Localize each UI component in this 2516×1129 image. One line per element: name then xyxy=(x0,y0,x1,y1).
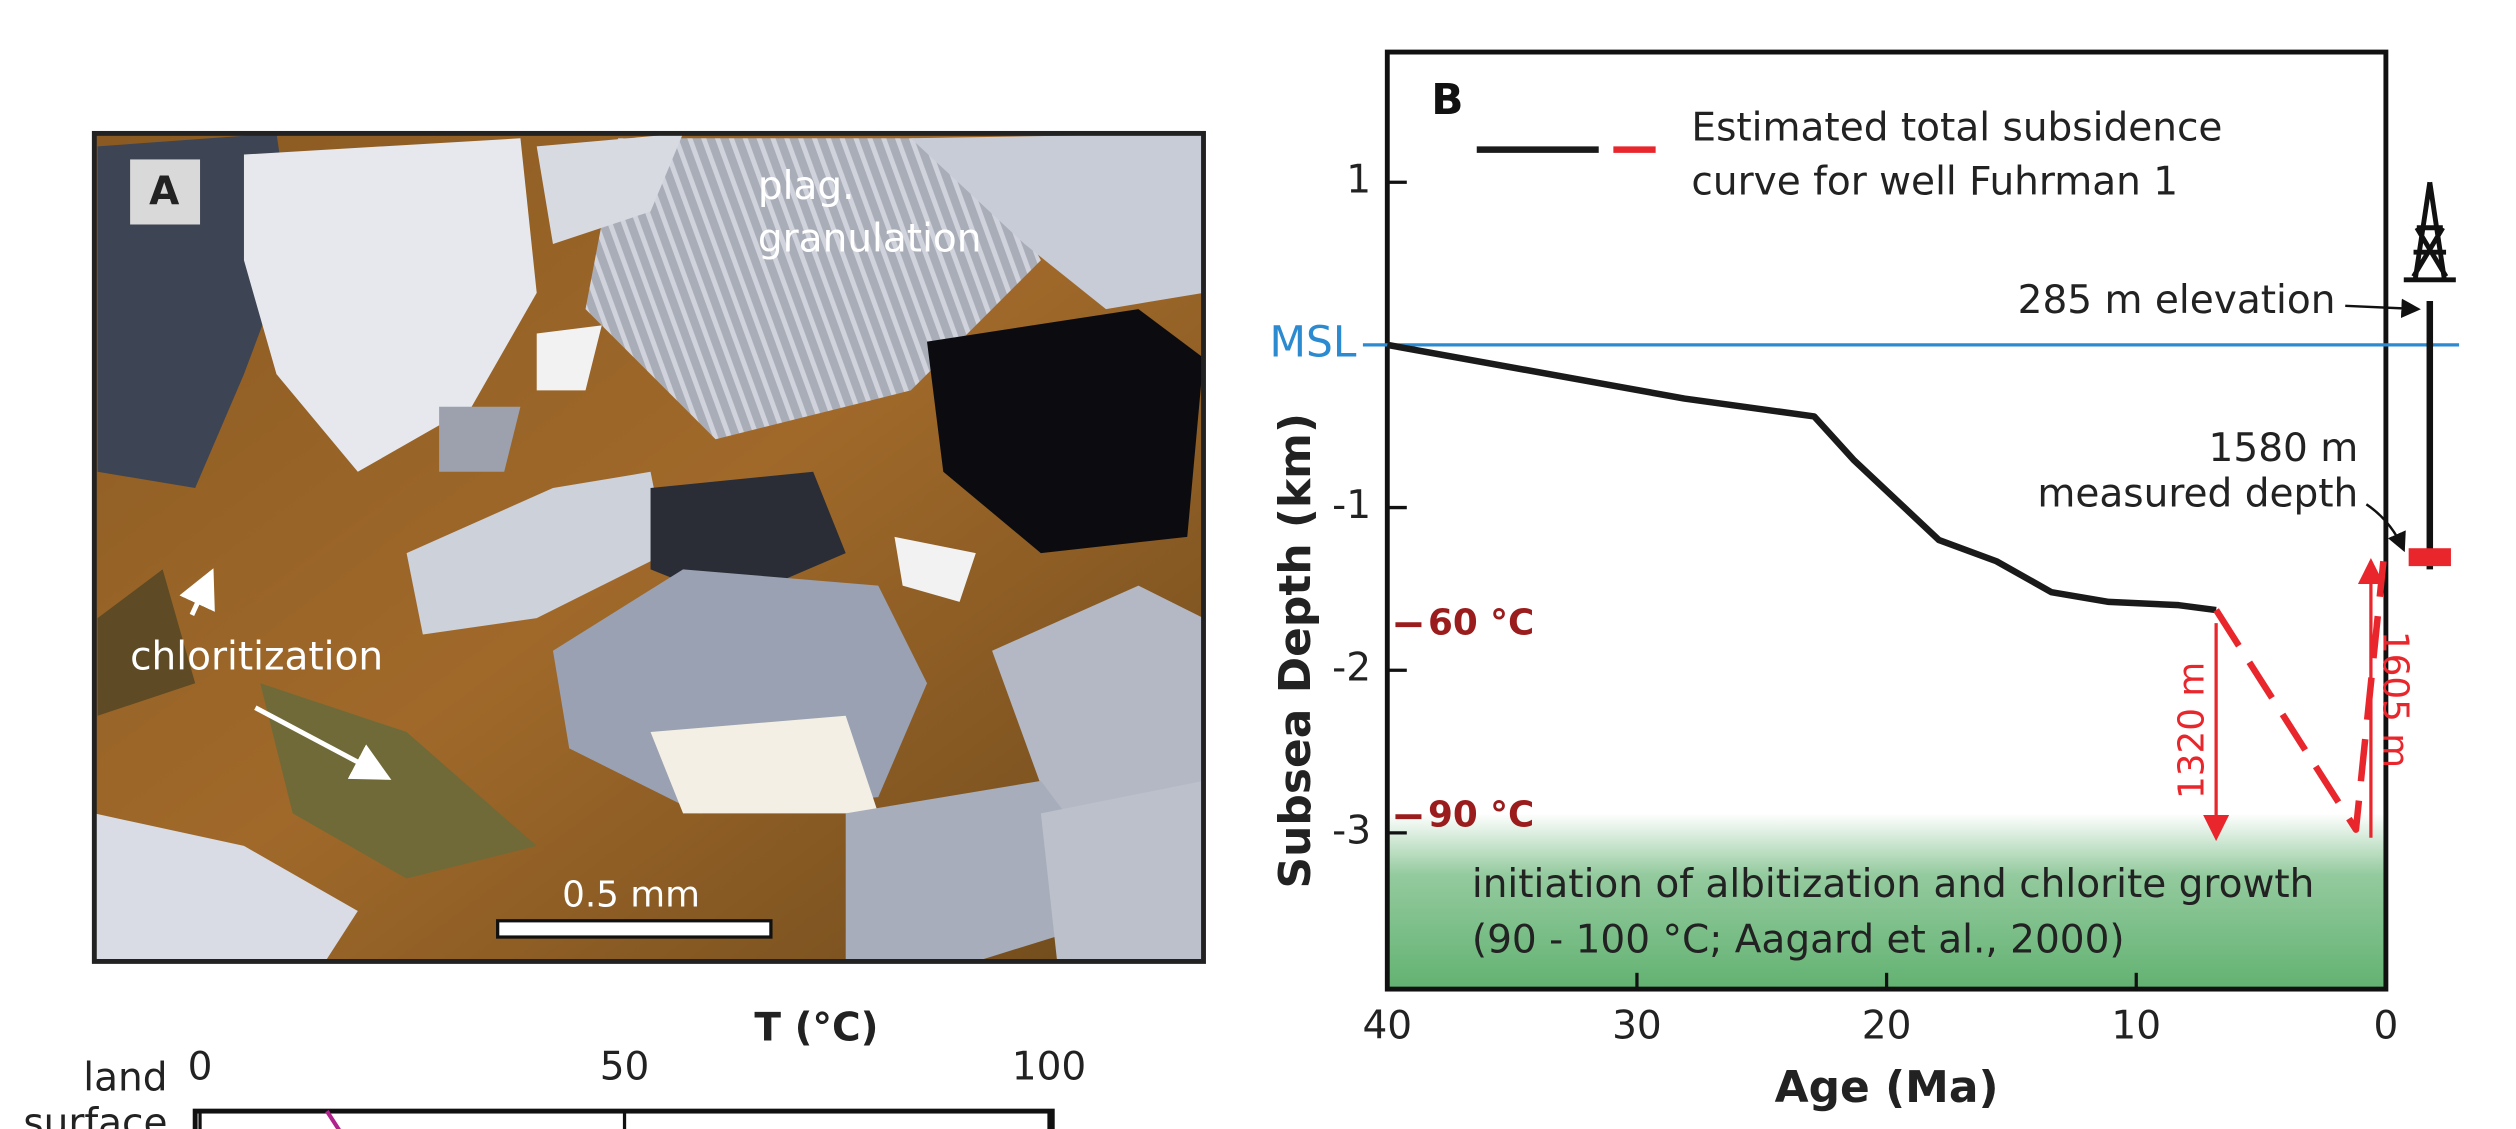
curve-fragment xyxy=(327,1111,345,1129)
x-tick-label: 10 xyxy=(2111,1004,2161,1049)
x-tick-label: 0 xyxy=(2373,1004,2398,1049)
legend-label: Estimated total subsidence xyxy=(1691,106,2222,151)
x-axis-title: T (°C) xyxy=(754,1005,878,1050)
measured-depth-label: 1580 m xyxy=(2209,426,2359,471)
depth-arrow-label: 1605 m xyxy=(2375,631,2416,768)
surface-label: land xyxy=(83,1056,167,1101)
depth-arrow-label: 1320 m xyxy=(2171,662,2212,799)
photo-label: chloritization xyxy=(130,634,383,679)
photomicrograph xyxy=(94,133,1203,961)
panel-letter: B xyxy=(1431,75,1463,124)
y-tick-label: -2 xyxy=(1332,646,1371,691)
subsidence-line xyxy=(2216,561,2383,829)
x-tick-label: 50 xyxy=(600,1044,650,1089)
zone-label: initiation of albitization and chlorite … xyxy=(1472,862,2315,907)
x-tick-label: 30 xyxy=(1612,1004,1662,1049)
temperature-label: 90 °C xyxy=(1428,795,1534,836)
msl-label: MSL xyxy=(1270,317,1357,366)
photo-label: plag. xyxy=(758,164,855,209)
x-tick-label: 40 xyxy=(1362,1004,1412,1049)
figure: A plag. granulation chloritization 0.5 m… xyxy=(0,0,2516,1129)
temperature-label: 60 °C xyxy=(1428,603,1534,644)
scale-bar-label: 0.5 mm xyxy=(562,874,700,915)
surface-label: surface xyxy=(23,1101,167,1129)
page: {"panel_a":{"letter":"A","plag_label":["… xyxy=(0,0,2516,1129)
y-tick-label: -1 xyxy=(1332,483,1371,528)
x-tick-label: 100 xyxy=(1012,1044,1086,1089)
derrick xyxy=(2404,182,2456,280)
subsidence-chart: initiation of albitization and chlorite … xyxy=(1270,52,2460,1113)
y-tick-label: -3 xyxy=(1332,808,1371,853)
zone-label: (90 - 100 °C; Aagard et al., 2000) xyxy=(1472,917,2125,962)
scale-bar xyxy=(498,921,771,937)
measured-depth-label: measured depth xyxy=(2037,472,2358,517)
x-axis-title: Age (Ma) xyxy=(1775,1062,1999,1113)
elevation-label: 285 m elevation xyxy=(2018,278,2336,323)
x-tick-label: 0 xyxy=(188,1044,213,1089)
panel-letter: A xyxy=(149,169,179,214)
y-axis-title: Subsea Depth (km) xyxy=(1270,413,1321,888)
legend-label: curve for well Fuhrman 1 xyxy=(1691,159,2178,204)
x-tick-label: 20 xyxy=(1862,1004,1912,1049)
photo-label: granulation xyxy=(758,216,982,261)
y-tick-label: 1 xyxy=(1346,158,1371,203)
arrow xyxy=(2345,306,2418,309)
well-bottom xyxy=(2409,548,2451,566)
